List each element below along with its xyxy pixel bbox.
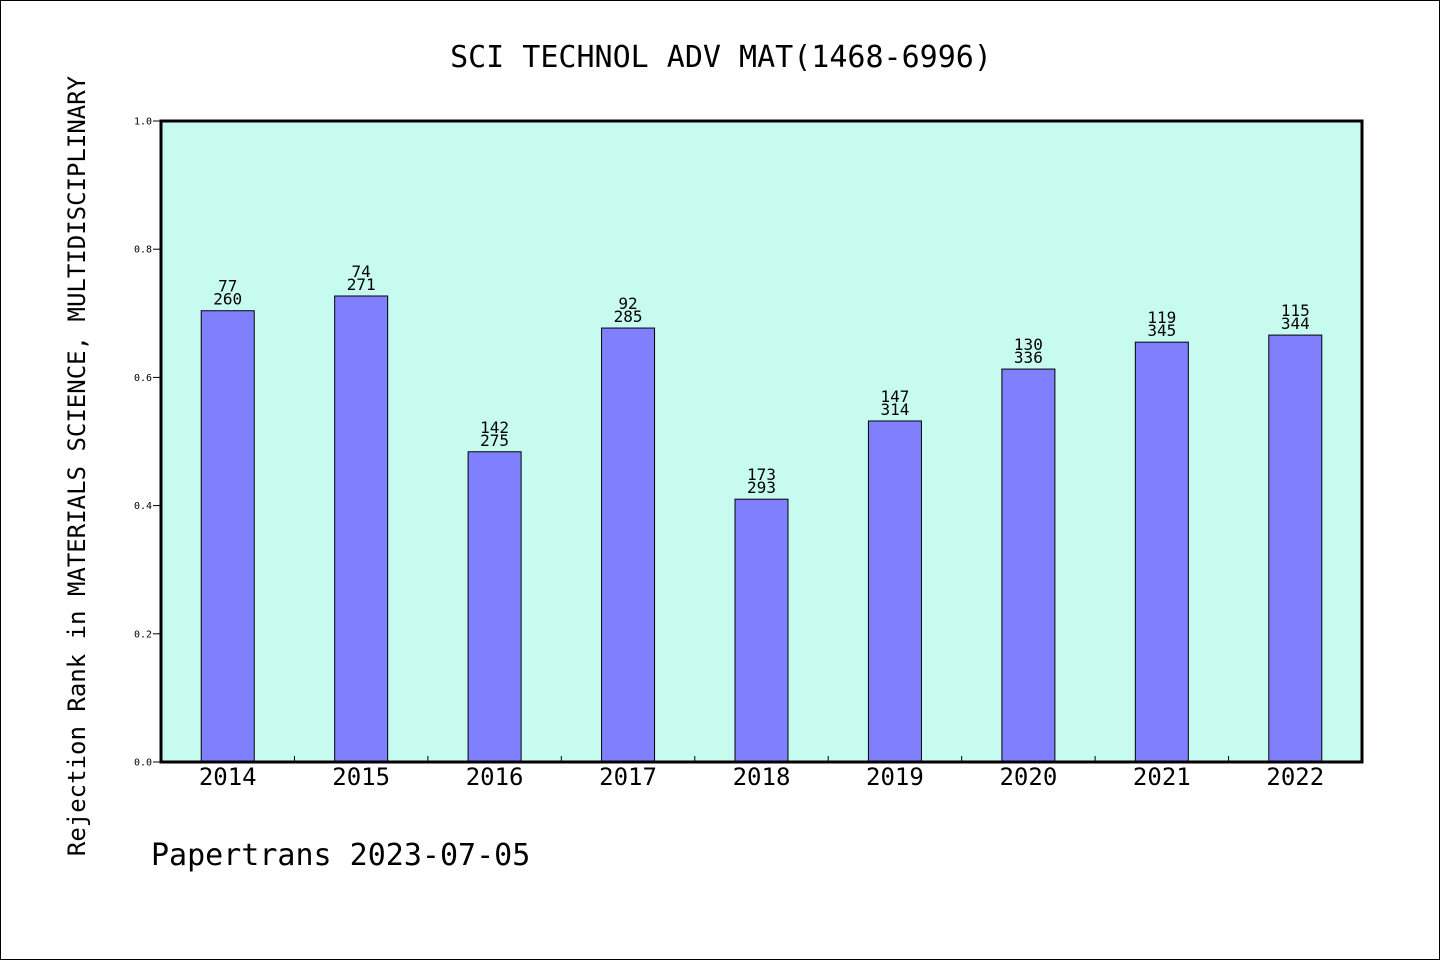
- bar-label-top: 77: [218, 277, 237, 296]
- bar-label-top: 119: [1147, 308, 1176, 327]
- bars: [200, 295, 1323, 763]
- bar-label-bottom: 336: [1014, 348, 1043, 367]
- bar: [1268, 334, 1323, 763]
- bar-label-top: 173: [747, 465, 776, 484]
- x-tick-label: 2019: [866, 763, 924, 791]
- bar-label-top: 92: [618, 294, 637, 313]
- bar: [601, 327, 656, 763]
- bar-label-bottom: 344: [1281, 314, 1310, 333]
- y-axis-ticks: 0.0 0.2 0.4 0.6 0.8 1.0: [134, 117, 161, 769]
- y-tick-label: 0.4: [134, 501, 152, 512]
- bar: [734, 498, 789, 763]
- bar-label-top: 74: [352, 262, 371, 281]
- bar-label-bottom: 271: [347, 275, 376, 294]
- x-tick-label: 2016: [466, 763, 524, 791]
- y-tick-label: 0.8: [134, 245, 152, 256]
- bar-label-bottom: 285: [614, 307, 643, 326]
- x-tick-label: 2014: [199, 763, 257, 791]
- y-tick-label: 0.2: [134, 629, 152, 640]
- bar-label-top: 147: [880, 387, 909, 406]
- y-tick-label: 1.0: [134, 117, 152, 128]
- x-tick-label: 2017: [599, 763, 657, 791]
- bar-label-bottom: 314: [880, 400, 909, 419]
- bar-label-top: 142: [480, 418, 509, 437]
- y-tick-label: 0.0: [134, 758, 152, 769]
- chart-title: SCI TECHNOL ADV MAT(1468-6996): [450, 40, 992, 75]
- bar: [200, 310, 255, 763]
- bar-label-top: 130: [1014, 335, 1043, 354]
- bar: [1001, 368, 1056, 763]
- x-axis-ticks: 2014 2015 2016 2017 2018 2019 2020 2021 2022: [199, 756, 1324, 791]
- plot-border: [159, 119, 1364, 764]
- bar: [1134, 341, 1189, 763]
- y-axis-label: Rejection Rank in MATERIALS SCIENCE, MUL…: [63, 75, 91, 856]
- x-tick-label: 2022: [1266, 763, 1324, 791]
- bar: [467, 451, 522, 763]
- bar: [334, 295, 389, 763]
- bar-label-top: 115: [1281, 301, 1310, 320]
- x-tick-label: 2020: [999, 763, 1057, 791]
- bar: [867, 420, 922, 763]
- x-tick-label: 2021: [1133, 763, 1191, 791]
- bar-label-bottom: 275: [480, 431, 509, 450]
- bar-label-bottom: 293: [747, 478, 776, 497]
- x-tick-label: 2018: [733, 763, 791, 791]
- x-tick-label: 2015: [332, 763, 390, 791]
- bar-label-bottom: 260: [213, 290, 242, 309]
- y-tick-label: 0.6: [134, 373, 152, 384]
- bar-label-bottom: 345: [1147, 321, 1176, 340]
- footer-text: Papertrans 2023-07-05: [151, 838, 530, 873]
